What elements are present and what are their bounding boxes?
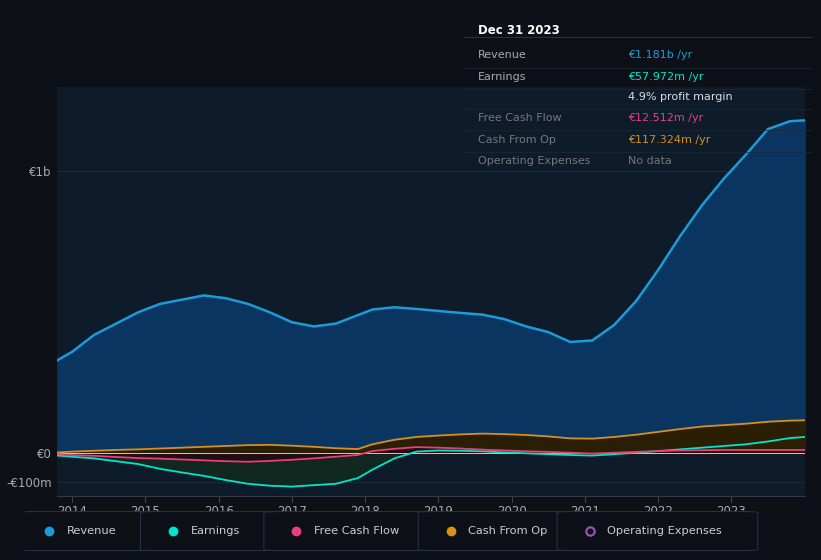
Text: €117.324m /yr: €117.324m /yr: [628, 134, 710, 144]
Text: No data: No data: [628, 156, 672, 166]
Text: €1.181b /yr: €1.181b /yr: [628, 50, 692, 60]
Text: Revenue: Revenue: [67, 526, 117, 535]
Text: Free Cash Flow: Free Cash Flow: [314, 526, 399, 535]
FancyBboxPatch shape: [264, 512, 433, 550]
FancyBboxPatch shape: [418, 512, 572, 550]
Text: Free Cash Flow: Free Cash Flow: [478, 113, 562, 123]
FancyBboxPatch shape: [17, 512, 156, 550]
Text: Earnings: Earnings: [478, 72, 526, 82]
Text: Revenue: Revenue: [478, 50, 526, 60]
Text: 4.9% profit margin: 4.9% profit margin: [628, 92, 732, 101]
Text: Operating Expenses: Operating Expenses: [608, 526, 722, 535]
Text: Cash From Op: Cash From Op: [478, 134, 556, 144]
Text: Earnings: Earnings: [190, 526, 240, 535]
FancyBboxPatch shape: [557, 512, 758, 550]
Text: Cash From Op: Cash From Op: [469, 526, 548, 535]
Text: €57.972m /yr: €57.972m /yr: [628, 72, 704, 82]
FancyBboxPatch shape: [140, 512, 279, 550]
Text: Operating Expenses: Operating Expenses: [478, 156, 590, 166]
Text: €12.512m /yr: €12.512m /yr: [628, 113, 703, 123]
Text: Dec 31 2023: Dec 31 2023: [478, 24, 560, 37]
